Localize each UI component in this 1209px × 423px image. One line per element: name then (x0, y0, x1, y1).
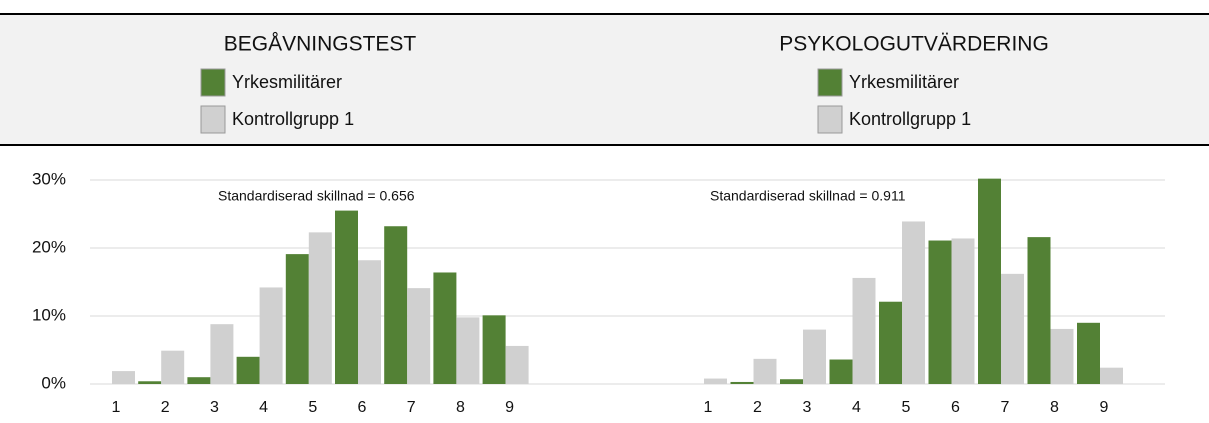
bar (482, 315, 506, 384)
bar (1001, 273, 1024, 384)
bar (335, 210, 358, 384)
bar (1027, 237, 1051, 384)
bar (803, 329, 826, 384)
bar (308, 232, 332, 384)
x-tick-label: 5 (308, 399, 317, 416)
x-tick-label: 7 (1001, 399, 1010, 416)
bar (161, 350, 185, 384)
x-tick-label: 1 (112, 399, 121, 416)
bar (1100, 367, 1123, 384)
bar (829, 359, 853, 384)
legend-label: Kontrollgrupp 1 (849, 109, 971, 129)
y-tick-label: 10% (32, 305, 66, 324)
legend-label: Kontrollgrupp 1 (232, 109, 354, 129)
bar (358, 260, 381, 384)
bar (384, 226, 408, 384)
x-tick-label: 3 (803, 399, 812, 416)
bar (210, 324, 234, 384)
bar (879, 301, 902, 384)
y-tick-label: 0% (41, 373, 66, 392)
bar (1077, 322, 1100, 384)
bar (236, 356, 260, 384)
x-tick-label: 6 (358, 399, 367, 416)
bar (187, 377, 211, 384)
bar (407, 288, 431, 384)
bar (112, 371, 135, 384)
x-tick-label: 6 (951, 399, 960, 416)
bar (852, 277, 876, 384)
bar (433, 272, 457, 384)
bar (285, 254, 309, 384)
bar (928, 240, 952, 384)
chart-title: PSYKOLOGUTVÄRDERING (779, 33, 1049, 56)
x-tick-label: 9 (505, 399, 514, 416)
legend-swatch (200, 68, 226, 97)
bar (1050, 328, 1074, 384)
bar (456, 317, 480, 384)
legend-label: Yrkesmilitärer (849, 72, 959, 92)
bar (704, 378, 727, 384)
x-tick-label: 8 (456, 399, 465, 416)
x-tick-label: 8 (1050, 399, 1059, 416)
x-tick-label: 2 (161, 399, 170, 416)
bar (730, 381, 754, 384)
bar (902, 221, 925, 384)
bar (978, 178, 1001, 384)
chart-title: BEGÅVNINGSTEST (224, 33, 417, 56)
bar (753, 358, 777, 384)
legend-swatch (817, 68, 843, 97)
bar (259, 287, 283, 384)
legend-label: Yrkesmilitärer (232, 72, 342, 92)
bar (780, 379, 803, 384)
y-tick-label: 20% (32, 237, 66, 256)
x-tick-label: 3 (210, 399, 219, 416)
x-tick-label: 1 (704, 399, 713, 416)
x-tick-label: 4 (852, 399, 861, 416)
bar (138, 381, 162, 384)
annotation: Standardiserad skillnad = 0.656 (218, 188, 415, 204)
bar (951, 238, 975, 384)
x-tick-label: 4 (259, 399, 268, 416)
legend-swatch (200, 105, 226, 134)
x-tick-label: 9 (1100, 399, 1109, 416)
x-tick-label: 2 (753, 399, 762, 416)
x-tick-label: 5 (902, 399, 911, 416)
bar (505, 345, 529, 384)
y-tick-label: 30% (32, 169, 66, 188)
legend-swatch (817, 105, 843, 134)
annotation: Standardiserad skillnad = 0.911 (710, 188, 906, 204)
x-tick-label: 7 (407, 399, 416, 416)
